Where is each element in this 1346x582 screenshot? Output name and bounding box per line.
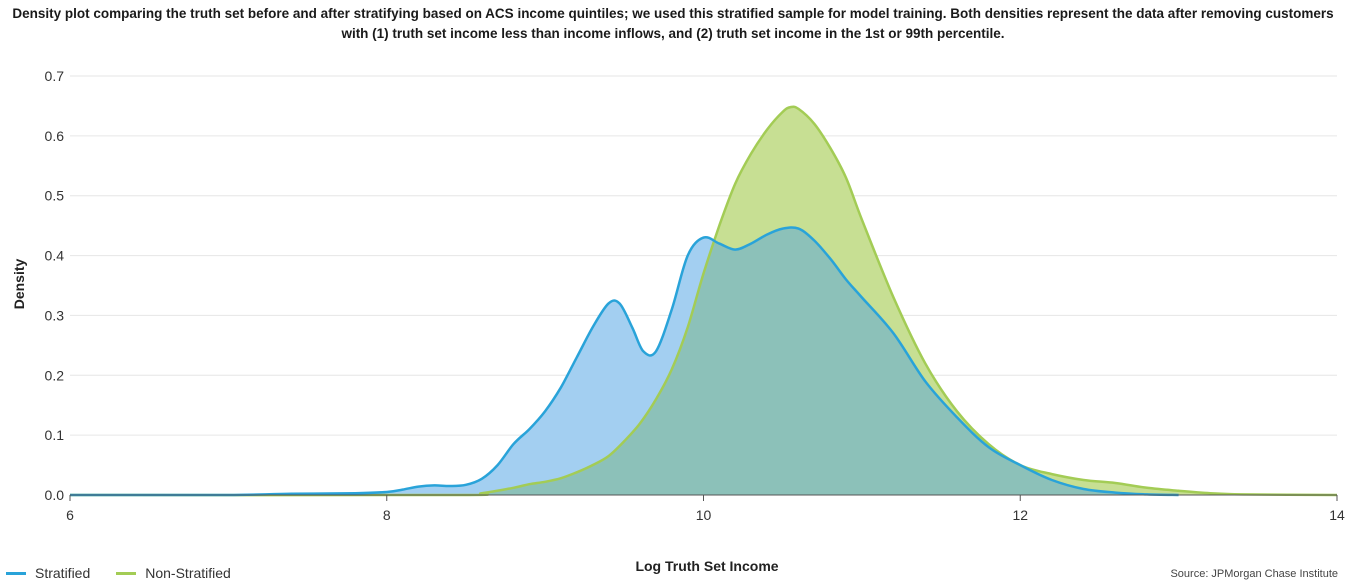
legend-item-stratified: Stratified: [6, 565, 90, 581]
y-tick-label: 0.6: [45, 128, 65, 144]
legend-item-non-stratified: Non-Stratified: [116, 565, 231, 581]
x-tick-label: 8: [383, 507, 391, 523]
x-axis-label: Log Truth Set Income: [635, 558, 778, 574]
y-tick-label: 0.7: [45, 68, 65, 84]
y-axis-label: Density: [11, 259, 27, 310]
chart-title: Density plot comparing the truth set bef…: [12, 6, 1334, 41]
legend-label-stratified: Stratified: [35, 565, 91, 581]
y-tick-label: 0.5: [45, 188, 65, 204]
y-tick-label: 0.2: [45, 367, 65, 383]
x-tick-label: 6: [66, 507, 74, 523]
legend-swatch-stratified: [6, 571, 26, 575]
legend-swatch-non-stratified: [116, 571, 137, 575]
line-stratified: [70, 226, 1179, 497]
legend: Stratified Non-Stratified: [6, 565, 257, 581]
line-non-stratified: [69, 105, 1338, 497]
x-tick-label: 12: [1012, 507, 1028, 523]
grid-lines: [70, 75, 1337, 436]
x-tick-label: 10: [696, 507, 712, 523]
y-tick-label: 0.3: [45, 307, 65, 323]
density-lines: [69, 105, 1338, 497]
y-tick-label: 0.4: [45, 248, 65, 264]
y-tick-label: 0.1: [45, 427, 65, 443]
x-tick-label: 14: [1329, 507, 1345, 523]
density-areas: [70, 106, 1337, 496]
legend-label-non-stratified: Non-Stratified: [145, 565, 231, 581]
axes: 0.0 0.1 0.2 0.3 0.4 0.5 0.6 0.7 6 8 10 12 14: [45, 68, 1345, 523]
y-tick-label: 0.0: [45, 487, 65, 503]
source-note: Source: JPMorgan Chase Institute: [1170, 568, 1338, 580]
